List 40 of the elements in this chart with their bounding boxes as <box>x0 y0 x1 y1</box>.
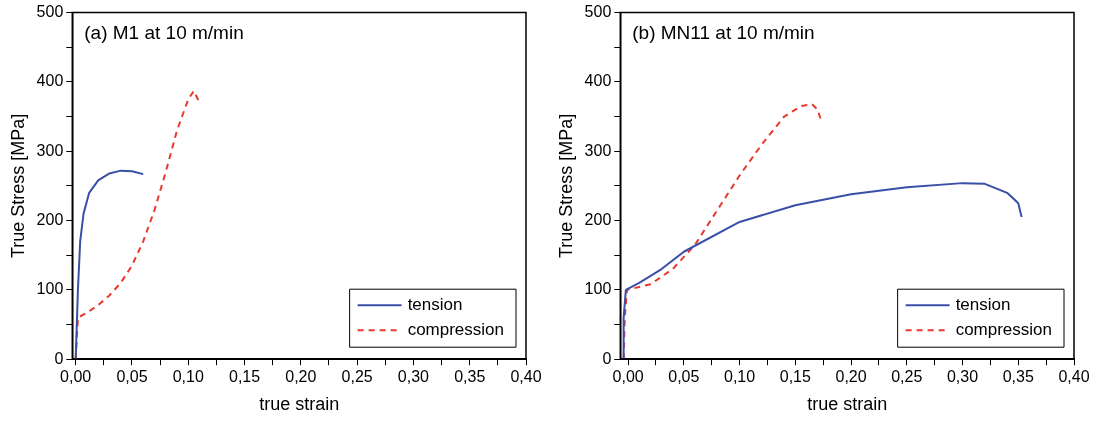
x-tick-label: 0,00 <box>612 368 644 386</box>
y-tick-label: 200 <box>36 210 64 228</box>
x-tick-label: 0,15 <box>779 368 811 386</box>
y-tick-label: 500 <box>584 3 612 21</box>
legend-label: tension <box>955 294 1011 314</box>
x-tick-label: 0,30 <box>397 368 430 386</box>
text: (a) M1 at 10 m/min <box>84 22 244 44</box>
y-tick-label: 200 <box>584 210 612 228</box>
x-tick-label: 0,40 <box>1058 368 1090 386</box>
x-tick-label: 0,10 <box>724 368 756 386</box>
y-axis-title: True Stress [MPa] <box>7 113 28 259</box>
x-tick-label: 0,40 <box>510 368 542 386</box>
y-tick-label: 100 <box>584 280 612 298</box>
x-tick-label: 0,20 <box>285 368 317 386</box>
x-tick-label: 0,05 <box>116 368 148 386</box>
x-tick-label: 0,20 <box>835 368 867 386</box>
legend-label: compression <box>955 319 1052 339</box>
x-tick-label: 0,15 <box>228 368 261 386</box>
x-tick-label: 0,05 <box>668 368 700 386</box>
x-tick-label: 0,35 <box>454 368 486 386</box>
x-tick-label: 0,35 <box>1002 368 1034 386</box>
x-tick-label: 0,10 <box>172 368 204 386</box>
x-tick-label: 0,00 <box>60 368 92 386</box>
legend-label: tension <box>407 294 463 314</box>
y-tick-label: 100 <box>36 280 64 298</box>
x-tick-label: 0,25 <box>891 368 923 386</box>
y-axis-title: True Stress [MPa] <box>555 113 576 259</box>
legend-label: compression <box>407 319 504 339</box>
y-tick-label: 0 <box>54 349 64 367</box>
y-tick-label: 400 <box>36 72 64 90</box>
y-tick-label: 300 <box>584 141 612 159</box>
text: (b) MN11 at 10 m/min <box>632 22 815 44</box>
y-tick-label: 500 <box>36 3 64 21</box>
y-tick-label: 300 <box>36 141 64 159</box>
x-tick-label: 0,25 <box>341 368 373 386</box>
x-axis-title: true strain <box>807 394 888 415</box>
y-tick-label: 0 <box>602 349 612 367</box>
y-tick-label: 400 <box>584 72 612 90</box>
x-axis-title: true strain <box>259 394 340 415</box>
x-tick-label: 0,30 <box>946 368 979 386</box>
